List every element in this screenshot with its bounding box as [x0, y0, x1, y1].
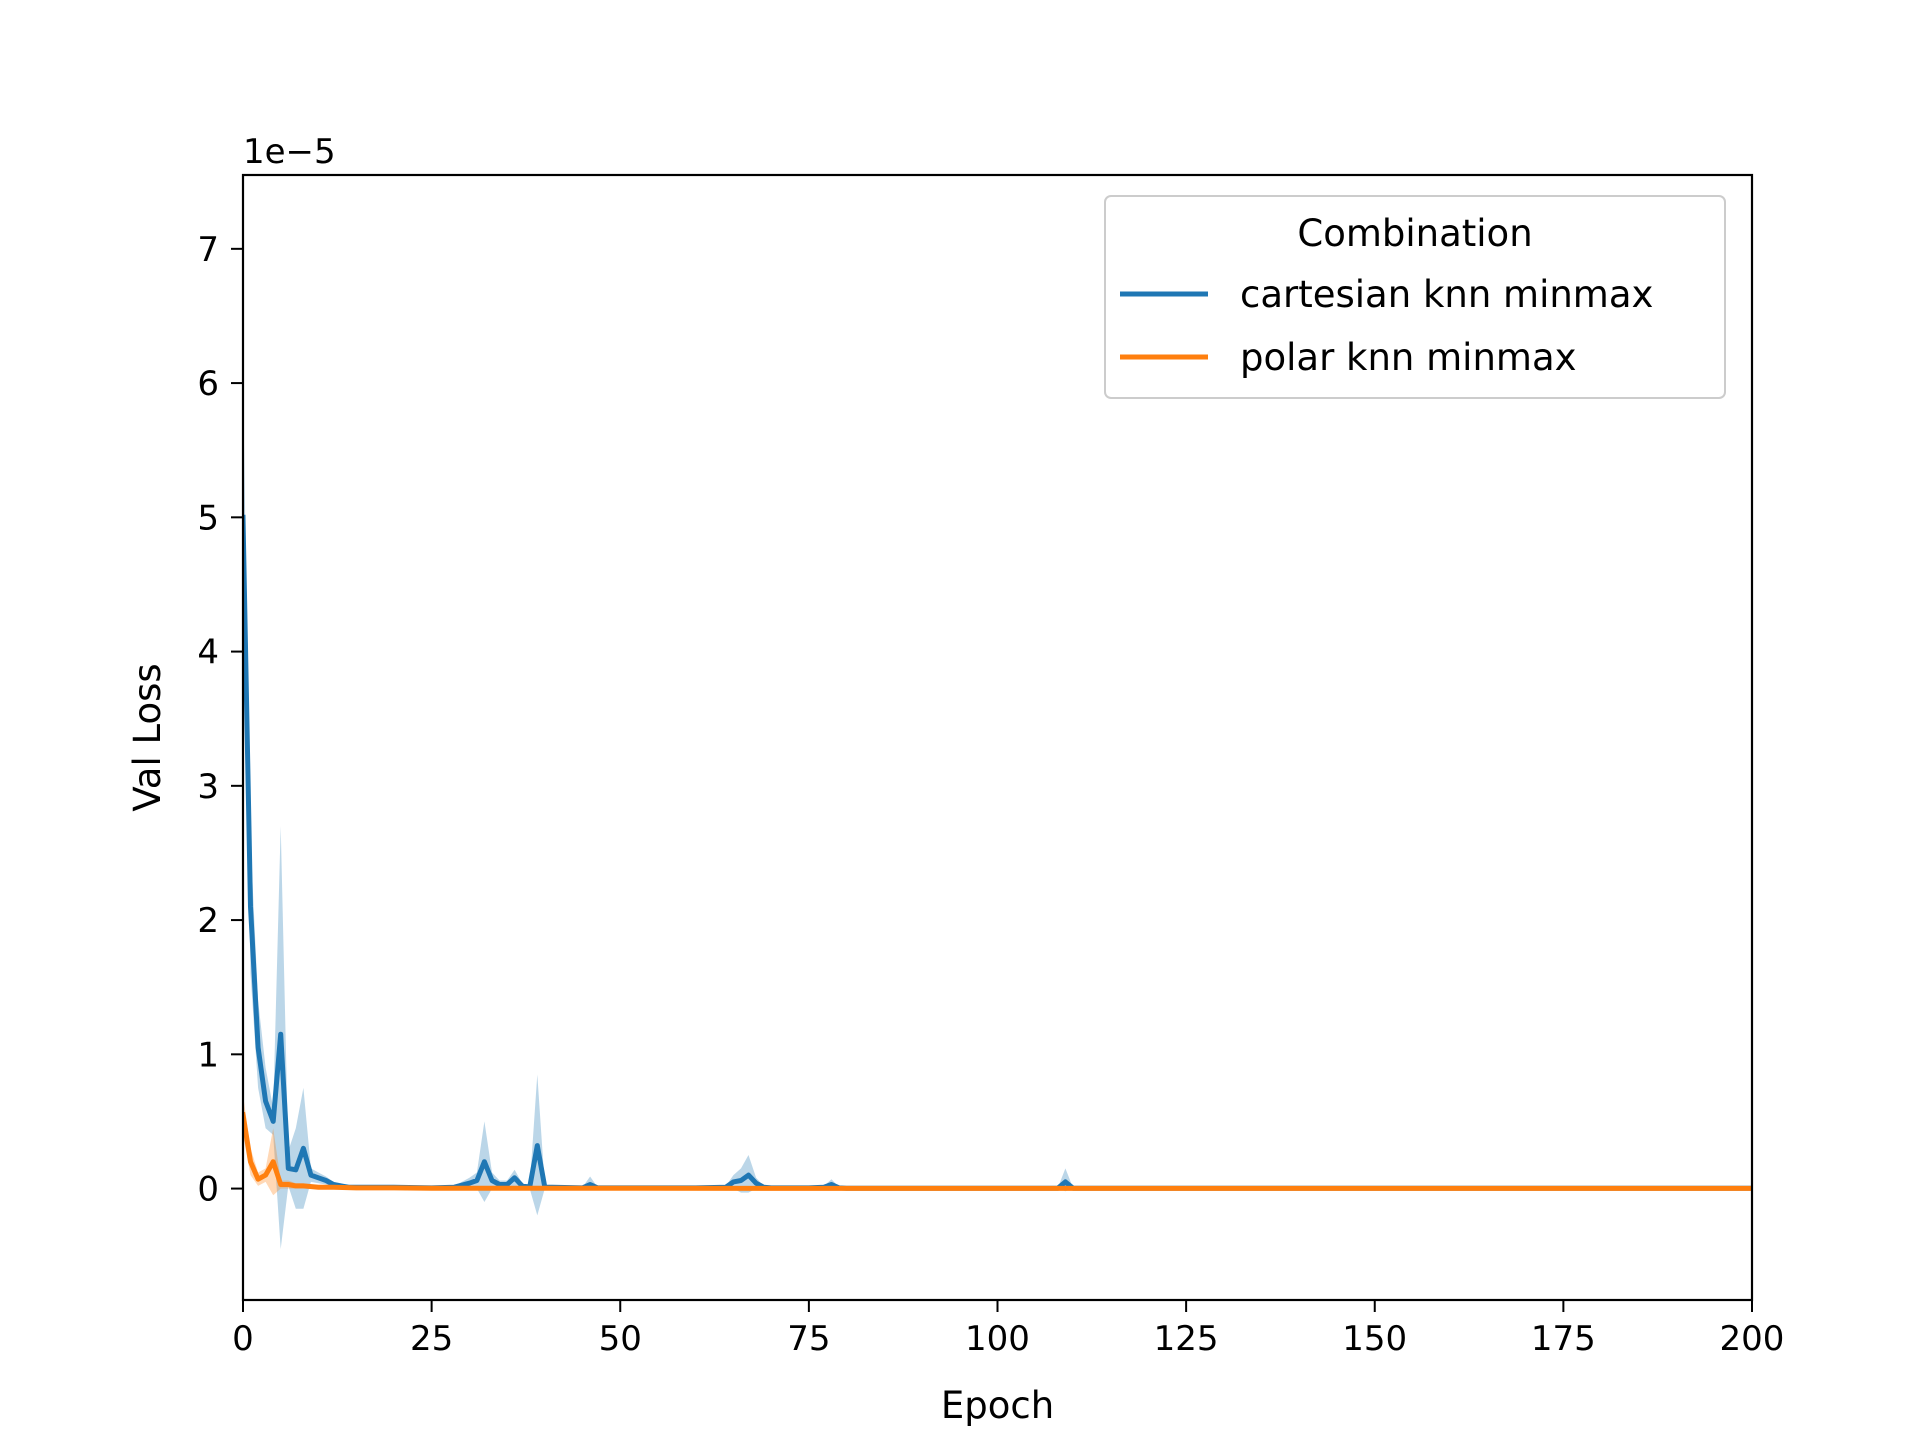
y-tick-label: 6	[197, 364, 219, 404]
series-line-1	[243, 514, 1752, 1191]
x-tick-label: 150	[1342, 1319, 1407, 1359]
legend-items: cartesian knn minmax polar knn minmax	[1120, 273, 1653, 379]
x-tick-label: 125	[1154, 1319, 1219, 1359]
x-tick-label: 0	[232, 1319, 254, 1359]
series-lines	[243, 514, 1752, 1191]
x-axis: 0 25 50 75 100 125 150 175 200	[232, 1300, 1784, 1359]
y-axis: 0 1 2 3 4 5 6 7	[197, 230, 243, 1210]
x-axis-label: Epoch	[941, 1384, 1054, 1427]
legend: Combination cartesian knn minmax polar kn…	[1104, 195, 1726, 399]
x-tick-label: 50	[599, 1319, 642, 1359]
series-line-2	[243, 1111, 1752, 1191]
y-tick-label: 3	[197, 767, 219, 807]
y-tick-label: 0	[197, 1170, 219, 1210]
x-tick-label: 200	[1720, 1319, 1785, 1359]
x-tick-label: 175	[1531, 1319, 1596, 1359]
x-tick-label: 75	[787, 1319, 830, 1359]
y-axis-offset-label: 1e−5	[243, 132, 336, 172]
y-tick-label: 4	[197, 633, 219, 673]
confidence-bands	[243, 383, 1752, 1250]
y-tick-label: 2	[197, 901, 219, 941]
x-tick-label: 100	[965, 1319, 1030, 1359]
y-tick-label: 7	[197, 230, 219, 270]
legend-title: Combination	[1297, 212, 1532, 255]
y-axis-label: Val Loss	[126, 663, 169, 811]
legend-label-2: polar knn minmax	[1240, 336, 1577, 379]
y-tick-label: 1	[197, 1035, 219, 1075]
y-tick-label: 5	[197, 498, 219, 538]
legend-label-1: cartesian knn minmax	[1240, 273, 1653, 316]
x-tick-label: 25	[410, 1319, 453, 1359]
confidence-band-1	[243, 383, 1752, 1250]
legend-box	[1104, 195, 1726, 399]
